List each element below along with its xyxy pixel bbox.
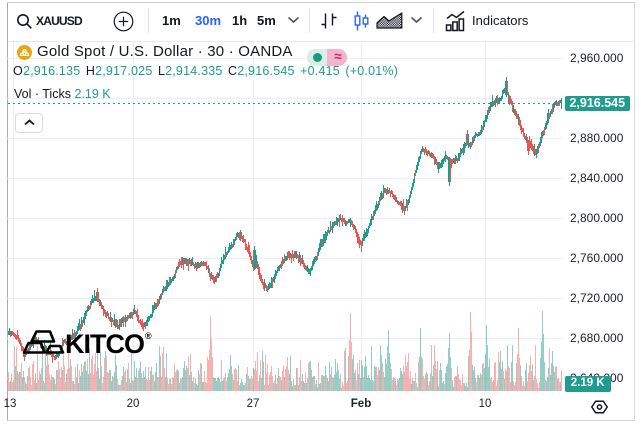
- svg-text:®: ®: [145, 331, 152, 341]
- svg-text:KITCO: KITCO: [65, 329, 144, 356]
